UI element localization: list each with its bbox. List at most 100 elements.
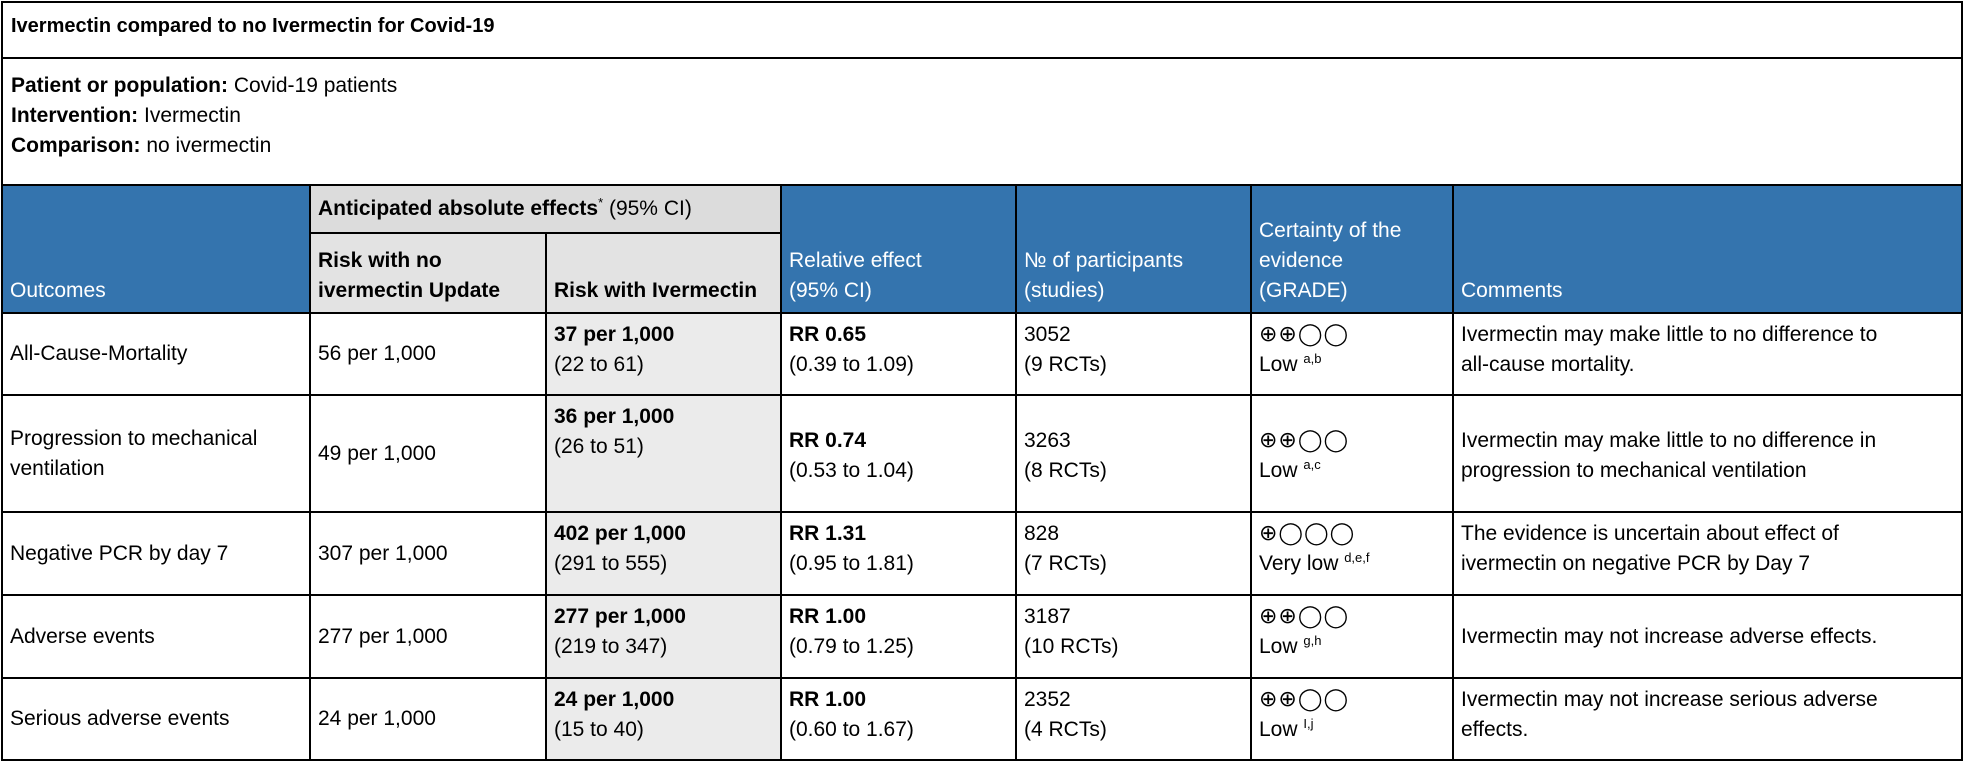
anticipated-footnote-star: * <box>598 195 604 210</box>
outcome-line1: Serious adverse events <box>10 707 230 730</box>
table-row: All-Cause-Mortality 56 per 1,000 37 per … <box>1 312 1963 396</box>
table-row: Progression to mechanical ventilation 49 … <box>1 394 1963 513</box>
risk-with-ci: (22 to 61) <box>554 353 644 376</box>
rr-value: RR 1.00 <box>789 688 867 711</box>
grade-footnotes: a,c <box>1303 457 1321 472</box>
risk-with-value: 36 per 1,000 <box>554 405 675 428</box>
rr-ci: (0.79 to 1.25) <box>789 635 914 658</box>
table-row: Adverse events 277 per 1,000 277 per 1,0… <box>1 594 1963 679</box>
risk-no-line1: Risk with no <box>318 249 442 272</box>
grade-footnotes: a,b <box>1303 351 1322 366</box>
comment-line2: ivermectin on negative PCR by Day 7 <box>1461 552 1810 575</box>
anticipated-label: Anticipated absolute effects <box>318 197 599 220</box>
comment-line2: progression to mechanical ventilation <box>1461 459 1807 482</box>
certainty-cell: ⊕⊕◯◯ Low g,h <box>1250 594 1454 679</box>
studies-count: (10 RCTs) <box>1024 635 1119 658</box>
risk-with-cell: 37 per 1,000 (22 to 61) <box>545 312 782 396</box>
comment-cell: Ivermectin may make little to no differe… <box>1451 312 1963 396</box>
relative-line1: Relative effect <box>789 249 922 272</box>
comparison-label: Comparison: <box>11 134 141 157</box>
header-comments: Comments <box>1451 184 1963 314</box>
comment-cell: Ivermectin may not increase serious adve… <box>1451 677 1963 761</box>
table-row: Serious adverse events 24 per 1,000 24 p… <box>1 677 1963 761</box>
risk-with-value: 37 per 1,000 <box>554 323 675 346</box>
grade-footnotes: g,h <box>1303 633 1322 648</box>
studies-count: (8 RCTs) <box>1024 459 1107 482</box>
risk-no-cell: 24 per 1,000 <box>309 677 547 761</box>
rr-value: RR 0.74 <box>789 429 867 452</box>
risk-with-value: 24 per 1,000 <box>554 688 675 711</box>
comment-cell: Ivermectin may not increase adverse effe… <box>1451 594 1963 679</box>
risk-no-cell: 277 per 1,000 <box>309 594 547 679</box>
comment-line2: all-cause mortality. <box>1461 353 1635 376</box>
participants-cell: 2352 (4 RCTs) <box>1015 677 1252 761</box>
comment-line1: Ivermectin may make little to no differe… <box>1461 429 1877 452</box>
anticipated-ci-label: (95% CI) <box>603 197 692 220</box>
certainty-cell: ⊕◯◯◯ Very low d,e,f <box>1250 511 1454 596</box>
risk-with-value: 402 per 1,000 <box>554 522 686 545</box>
risk-no-line2: ivermectin Update <box>318 279 501 302</box>
rr-ci: (0.39 to 1.09) <box>789 353 914 376</box>
intervention-label: Intervention: <box>11 104 139 127</box>
participants-cell: 828 (7 RCTs) <box>1015 511 1252 596</box>
risk-with-value: 277 per 1,000 <box>554 605 686 628</box>
certainty-cell: ⊕⊕◯◯ Low a,b <box>1250 312 1454 396</box>
participants-count: 3263 <box>1024 429 1071 452</box>
rr-ci: (0.60 to 1.67) <box>789 718 914 741</box>
risk-with-ci: (219 to 347) <box>554 635 668 658</box>
grade-symbols-icon: ⊕⊕◯◯ <box>1259 687 1350 712</box>
relative-effect-cell: RR 1.31 (0.95 to 1.81) <box>780 511 1017 596</box>
relative-effect-cell: RR 1.00 (0.60 to 1.67) <box>780 677 1017 761</box>
outcome-line2: ventilation <box>10 456 105 480</box>
studies-count: (9 RCTs) <box>1024 353 1107 376</box>
certainty-line2: evidence <box>1259 249 1344 272</box>
grade-symbols-icon: ⊕⊕◯◯ <box>1259 322 1350 347</box>
rr-ci: (0.95 to 1.81) <box>789 552 914 575</box>
header-relative-effect: Relative effect (95% CI) <box>780 184 1017 314</box>
comparison-value: no ivermectin <box>146 134 272 157</box>
outcome-cell: All-Cause-Mortality <box>1 312 311 396</box>
risk-no-cell: 49 per 1,000 <box>309 394 547 513</box>
risk-no-cell: 56 per 1,000 <box>309 312 547 396</box>
risk-with-ci: (15 to 40) <box>554 718 644 741</box>
comment-cell: The evidence is uncertain about effect o… <box>1451 511 1963 596</box>
certainty-cell: ⊕⊕◯◯ Low a,c <box>1250 394 1454 513</box>
participants-line1: № of participants <box>1024 249 1184 272</box>
risk-no-cell: 307 per 1,000 <box>309 511 547 596</box>
grade-symbols-icon: ⊕◯◯◯ <box>1259 521 1356 546</box>
title-row: Ivermectin compared to no Ivermectin for… <box>0 1 1963 59</box>
header-row-bottom: Risk with no ivermectin Update Risk with … <box>2 232 1962 314</box>
participants-cell: 3263 (8 RCTs) <box>1015 394 1252 513</box>
relative-line2: (95% CI) <box>789 279 872 302</box>
comment-line1: Ivermectin may not increase serious adve… <box>1461 688 1878 711</box>
table-title: Ivermectin compared to no Ivermectin for… <box>0 1 1963 59</box>
grade-label: Low <box>1259 353 1304 376</box>
certainty-line3: (GRADE) <box>1259 279 1348 302</box>
risk-with-ci: (291 to 555) <box>554 552 668 575</box>
rr-value: RR 1.31 <box>789 522 867 545</box>
participants-line2: (studies) <box>1024 279 1105 302</box>
outcome-cell: Serious adverse events <box>1 677 311 761</box>
certainty-line1: Certainty of the <box>1259 219 1402 242</box>
comment-cell: Ivermectin may make little to no differe… <box>1451 394 1963 513</box>
intervention-line: Intervention: Ivermectin <box>11 101 1953 131</box>
participants-cell: 3187 (10 RCTs) <box>1015 594 1252 679</box>
risk-with-ci: (26 to 51) <box>554 435 644 458</box>
studies-count: (7 RCTs) <box>1024 552 1107 575</box>
rr-value: RR 1.00 <box>789 605 867 628</box>
outcome-cell: Progression to mechanical ventilation <box>1 394 311 513</box>
rr-ci: (0.53 to 1.04) <box>789 459 914 482</box>
patient-line: Patient or population: Covid-19 patients <box>11 71 1953 101</box>
risk-with-cell: 24 per 1,000 (15 to 40) <box>545 677 782 761</box>
population-block: Patient or population: Covid-19 patients… <box>0 57 1963 186</box>
grade-label: Low <box>1259 718 1304 741</box>
patient-label: Patient or population: <box>11 74 228 97</box>
participants-count: 3187 <box>1024 605 1071 628</box>
outcome-line1: Negative PCR by day 7 <box>10 541 229 565</box>
risk-with-cell: 36 per 1,000 (26 to 51) <box>545 394 782 513</box>
participants-count: 3052 <box>1024 323 1071 346</box>
grade-footnotes: d,e,f <box>1344 550 1370 565</box>
studies-count: (4 RCTs) <box>1024 718 1107 741</box>
grade-label: Very low <box>1259 552 1345 575</box>
outcome-cell: Negative PCR by day 7 <box>1 511 311 596</box>
